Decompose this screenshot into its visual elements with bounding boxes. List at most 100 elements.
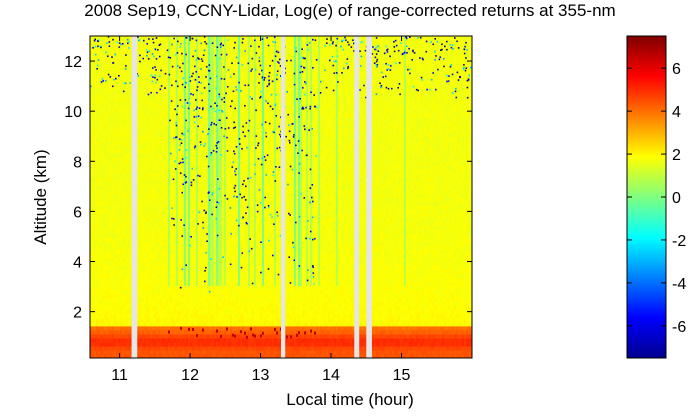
heatmap-cell <box>156 136 159 142</box>
heatmap-cell <box>214 353 217 358</box>
heatmap-cell <box>148 68 151 73</box>
heatmap-cell <box>152 148 155 154</box>
heatmap-cell <box>174 217 177 222</box>
heatmap-cell <box>154 201 157 206</box>
heatmap-cell <box>196 257 199 263</box>
heatmap-cell <box>110 40 113 45</box>
heatmap-cell <box>194 168 197 174</box>
heatmap-cell <box>96 313 99 319</box>
heatmap-cell <box>166 321 169 327</box>
heatmap-cell <box>126 321 129 327</box>
heatmap-cell <box>202 156 205 162</box>
heatmap-cell <box>194 217 197 222</box>
heatmap-cell <box>138 144 141 150</box>
heatmap-cell <box>126 108 129 114</box>
heatmap-cell <box>118 301 121 307</box>
heatmap-cell <box>202 317 205 323</box>
heatmap-cell <box>100 112 103 118</box>
heatmap-cell <box>154 205 157 210</box>
heatmap-cell <box>180 337 183 343</box>
heatmap-cell <box>170 164 173 170</box>
heatmap-cell <box>92 180 95 186</box>
heatmap-cell <box>174 349 177 355</box>
heatmap-cell <box>174 201 177 206</box>
heatmap-cell <box>170 341 173 347</box>
heatmap-cell <box>162 237 165 242</box>
heatmap-cell <box>146 156 149 162</box>
heatmap-cell <box>144 176 147 182</box>
heatmap-cell <box>106 229 109 234</box>
heatmap-cell <box>190 192 193 198</box>
heatmap-cell <box>96 160 99 166</box>
heatmap-cell <box>198 329 201 335</box>
heatmap-cell <box>198 52 201 57</box>
heatmap-cell <box>146 353 149 358</box>
heatmap-cell <box>190 52 193 57</box>
heatmap-cell <box>102 321 105 327</box>
heatmap-cell <box>176 233 179 238</box>
heatmap-cell <box>182 329 185 335</box>
heatmap-cell <box>162 253 165 258</box>
heatmap-cell <box>152 44 155 49</box>
heatmap-cell <box>198 192 201 198</box>
heatmap-cell <box>136 76 139 81</box>
heatmap-cell <box>212 76 215 81</box>
heatmap-cell <box>178 329 181 335</box>
heatmap-cell <box>206 148 209 154</box>
heatmap-cell <box>124 136 127 142</box>
heatmap-cell <box>144 213 147 218</box>
heatmap-cell <box>92 349 95 355</box>
heatmap-cell <box>182 301 185 307</box>
heatmap-cell <box>190 56 193 61</box>
heatmap-cell <box>122 225 125 230</box>
heatmap-cell <box>114 48 117 53</box>
heatmap-cell <box>126 253 129 258</box>
heatmap-cell <box>122 237 125 242</box>
heatmap-cell <box>170 112 173 118</box>
heatmap-cell <box>94 72 97 77</box>
heatmap-cell <box>140 301 143 307</box>
heatmap-cell <box>208 132 211 138</box>
heatmap-cell <box>126 273 129 279</box>
heatmap-cell <box>94 229 97 234</box>
heatmap-cell <box>178 96 181 102</box>
heatmap-cell <box>96 289 99 295</box>
heatmap-cell <box>104 36 107 41</box>
heatmap-cell <box>194 40 197 45</box>
heatmap-cell <box>182 152 185 158</box>
heatmap-cell <box>184 160 187 166</box>
heatmap-cell <box>206 128 209 134</box>
heatmap-cell <box>196 144 199 150</box>
heatmap-cell <box>186 68 189 73</box>
heatmap-cell <box>126 96 129 102</box>
heatmap-cell <box>114 293 117 299</box>
heatmap-cell <box>154 269 157 275</box>
heatmap-cell <box>198 205 201 210</box>
heatmap-cell <box>130 345 133 351</box>
heatmap-cell <box>190 116 193 122</box>
heatmap-cell <box>194 209 197 214</box>
heatmap-cell <box>108 333 111 339</box>
heatmap-cell <box>106 140 109 146</box>
heatmap-cell <box>190 144 193 150</box>
heatmap-cell <box>184 188 187 194</box>
heatmap-cell <box>208 333 211 339</box>
heatmap-cell <box>204 132 207 138</box>
heatmap-cell <box>204 345 207 351</box>
heatmap-cell <box>124 68 127 73</box>
heatmap-cell <box>206 329 209 335</box>
heatmap-cell <box>162 44 165 49</box>
heatmap-cell <box>156 124 159 130</box>
heatmap-cell <box>98 281 101 287</box>
heatmap-cell <box>102 345 105 351</box>
heatmap-cell <box>162 172 165 178</box>
heatmap-cell <box>98 136 101 142</box>
heatmap-cell <box>114 44 117 49</box>
heatmap-cell <box>126 176 129 182</box>
heatmap-cell <box>176 257 179 263</box>
heatmap-cell <box>120 172 123 178</box>
heatmap-cell <box>136 241 139 246</box>
heatmap-cell <box>202 184 205 190</box>
heatmap-cell <box>138 221 141 226</box>
heatmap-cell <box>106 269 109 275</box>
